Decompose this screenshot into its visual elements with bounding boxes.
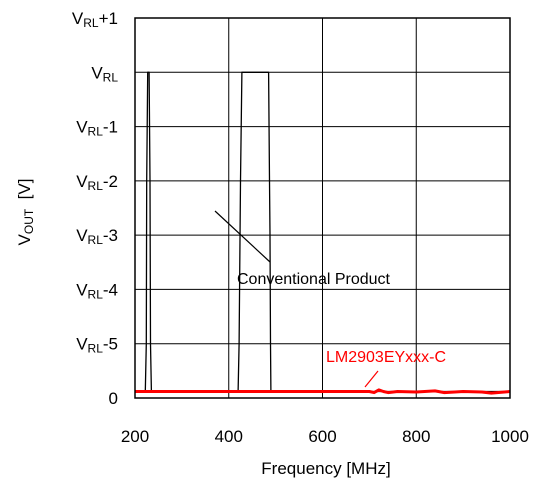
y-tick-label: VRL-4 <box>76 280 118 301</box>
x-axis-title: Frequency [MHz] <box>261 459 390 478</box>
conventional-leader-line <box>214 210 271 263</box>
y-tick-label: VRL-1 <box>76 118 118 139</box>
x-tick-label: 800 <box>402 427 430 446</box>
y-tick-label: VRL-3 <box>76 226 118 247</box>
y-tick-label: VRL-2 <box>76 172 118 193</box>
x-tick-label: 600 <box>308 427 336 446</box>
y-tick-label: VRL-5 <box>76 335 118 356</box>
x-tick-labels: 200 400 600 800 1000 <box>121 427 529 446</box>
y-tick-label: 0 <box>109 389 118 408</box>
lm2903-leader-line <box>364 370 379 388</box>
x-tick-label: 400 <box>215 427 243 446</box>
lm2903-line <box>135 388 511 395</box>
y-axis-title: VOUT [V] <box>15 179 36 246</box>
y-tick-labels: 0 VRL-5 VRL-4 VRL-3 VRL-2 VRL-1 VRL VRL+1 <box>72 9 118 408</box>
y-tick-label: VRL+1 <box>72 9 118 30</box>
lm2903-label: LM2903EYxxx-C <box>326 349 446 366</box>
plot-frame <box>134 17 511 399</box>
x-tick-label: 200 <box>121 427 149 446</box>
y-tick-label: VRL <box>91 63 118 84</box>
grid-lines <box>134 17 511 399</box>
conventional-product-label: Conventional Product <box>237 271 391 288</box>
series-lines <box>135 71 511 395</box>
x-tick-label: 1000 <box>491 427 529 446</box>
y-axis-title-group: VOUT [V] <box>15 179 36 246</box>
